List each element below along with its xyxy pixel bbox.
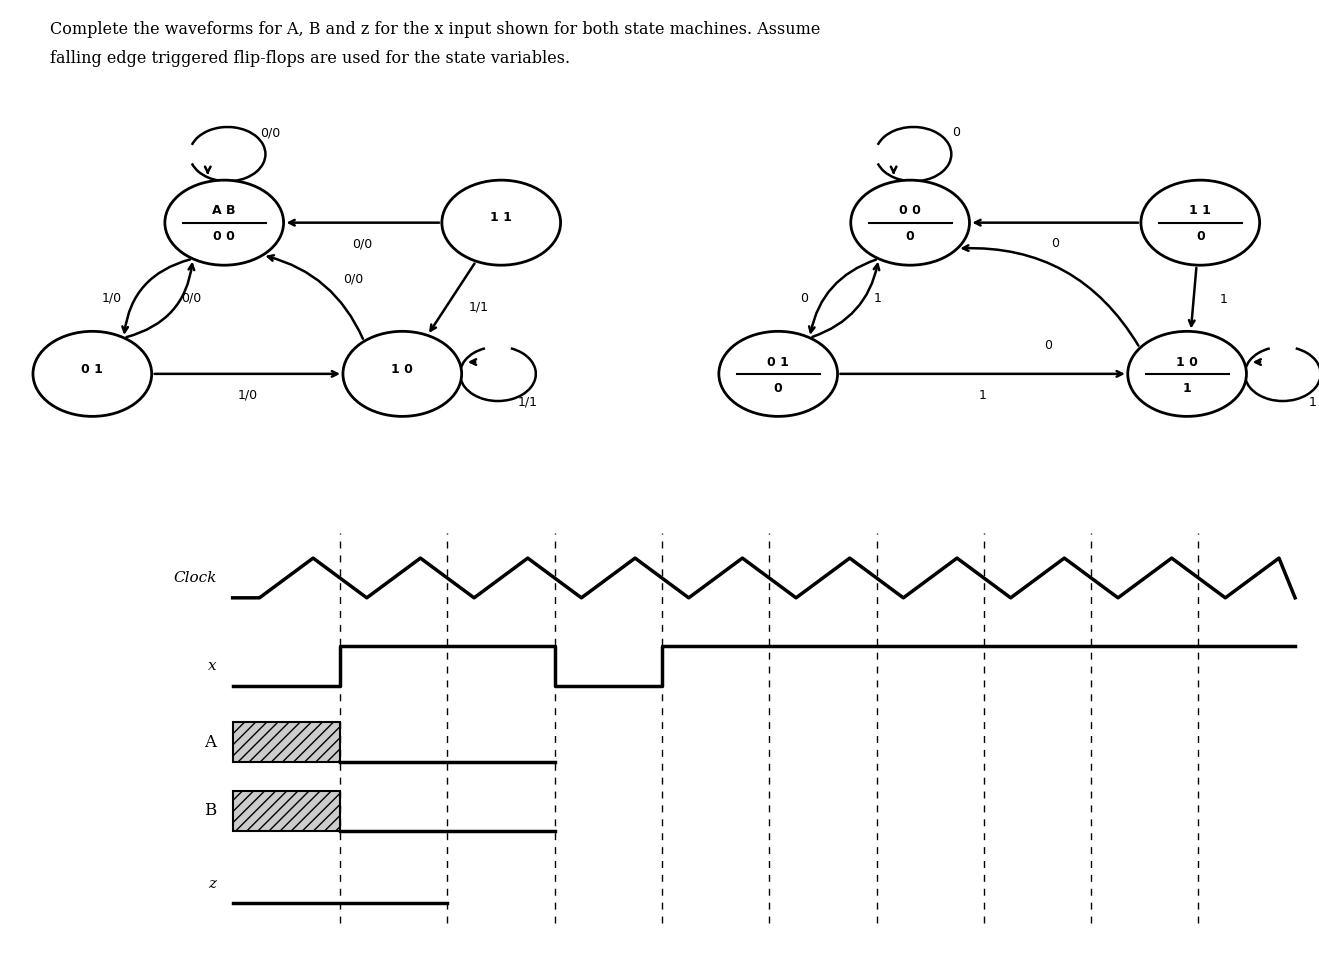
Bar (232, 791, 340, 831)
Text: 1/1: 1/1 (517, 395, 538, 409)
Text: 0: 0 (1051, 238, 1059, 250)
Text: 1 0: 1 0 (1177, 355, 1198, 369)
Text: B: B (204, 802, 216, 819)
Text: 1: 1 (1219, 293, 1227, 307)
Circle shape (719, 331, 838, 416)
Text: 1/0: 1/0 (102, 292, 123, 305)
Circle shape (1141, 180, 1260, 265)
Circle shape (165, 180, 284, 265)
Text: 1/1: 1/1 (468, 301, 488, 314)
Text: 0 1: 0 1 (768, 355, 789, 369)
Text: 1: 1 (979, 389, 987, 402)
Text: 0 0: 0 0 (900, 204, 921, 218)
Text: 0: 0 (1045, 339, 1053, 352)
Text: 0 1: 0 1 (82, 363, 103, 375)
Text: falling edge triggered flip-flops are used for the state variables.: falling edge triggered flip-flops are us… (50, 50, 570, 67)
Text: 1: 1 (1183, 382, 1191, 394)
Text: A: A (204, 733, 216, 751)
Text: 1 1: 1 1 (491, 211, 512, 224)
Text: 1/0: 1/0 (237, 389, 257, 402)
Circle shape (343, 331, 462, 416)
Text: 1: 1 (873, 292, 881, 305)
Text: Clock: Clock (173, 571, 216, 585)
Text: 0/0: 0/0 (260, 126, 281, 139)
Text: 1: 1 (1308, 395, 1316, 409)
Text: 1 1: 1 1 (1190, 204, 1211, 218)
Text: 0: 0 (906, 230, 914, 244)
Circle shape (1128, 331, 1246, 416)
Text: 0: 0 (774, 382, 782, 394)
Bar (232, 722, 340, 762)
Text: 0/0: 0/0 (343, 273, 363, 286)
Text: 0/0: 0/0 (181, 292, 202, 305)
Text: 0: 0 (952, 126, 960, 139)
Circle shape (33, 331, 152, 416)
Circle shape (851, 180, 969, 265)
Text: z: z (208, 877, 216, 891)
Text: 0/0: 0/0 (352, 238, 373, 250)
Text: 1 0: 1 0 (392, 363, 413, 375)
Text: x: x (208, 659, 216, 673)
Text: 0: 0 (801, 292, 809, 305)
Text: 0 0: 0 0 (214, 230, 235, 244)
Circle shape (442, 180, 561, 265)
Text: 0: 0 (1196, 230, 1204, 244)
Text: A B: A B (212, 204, 236, 218)
Text: Complete the waveforms for A, B and z for the x input shown for both state machi: Complete the waveforms for A, B and z fo… (50, 21, 820, 38)
